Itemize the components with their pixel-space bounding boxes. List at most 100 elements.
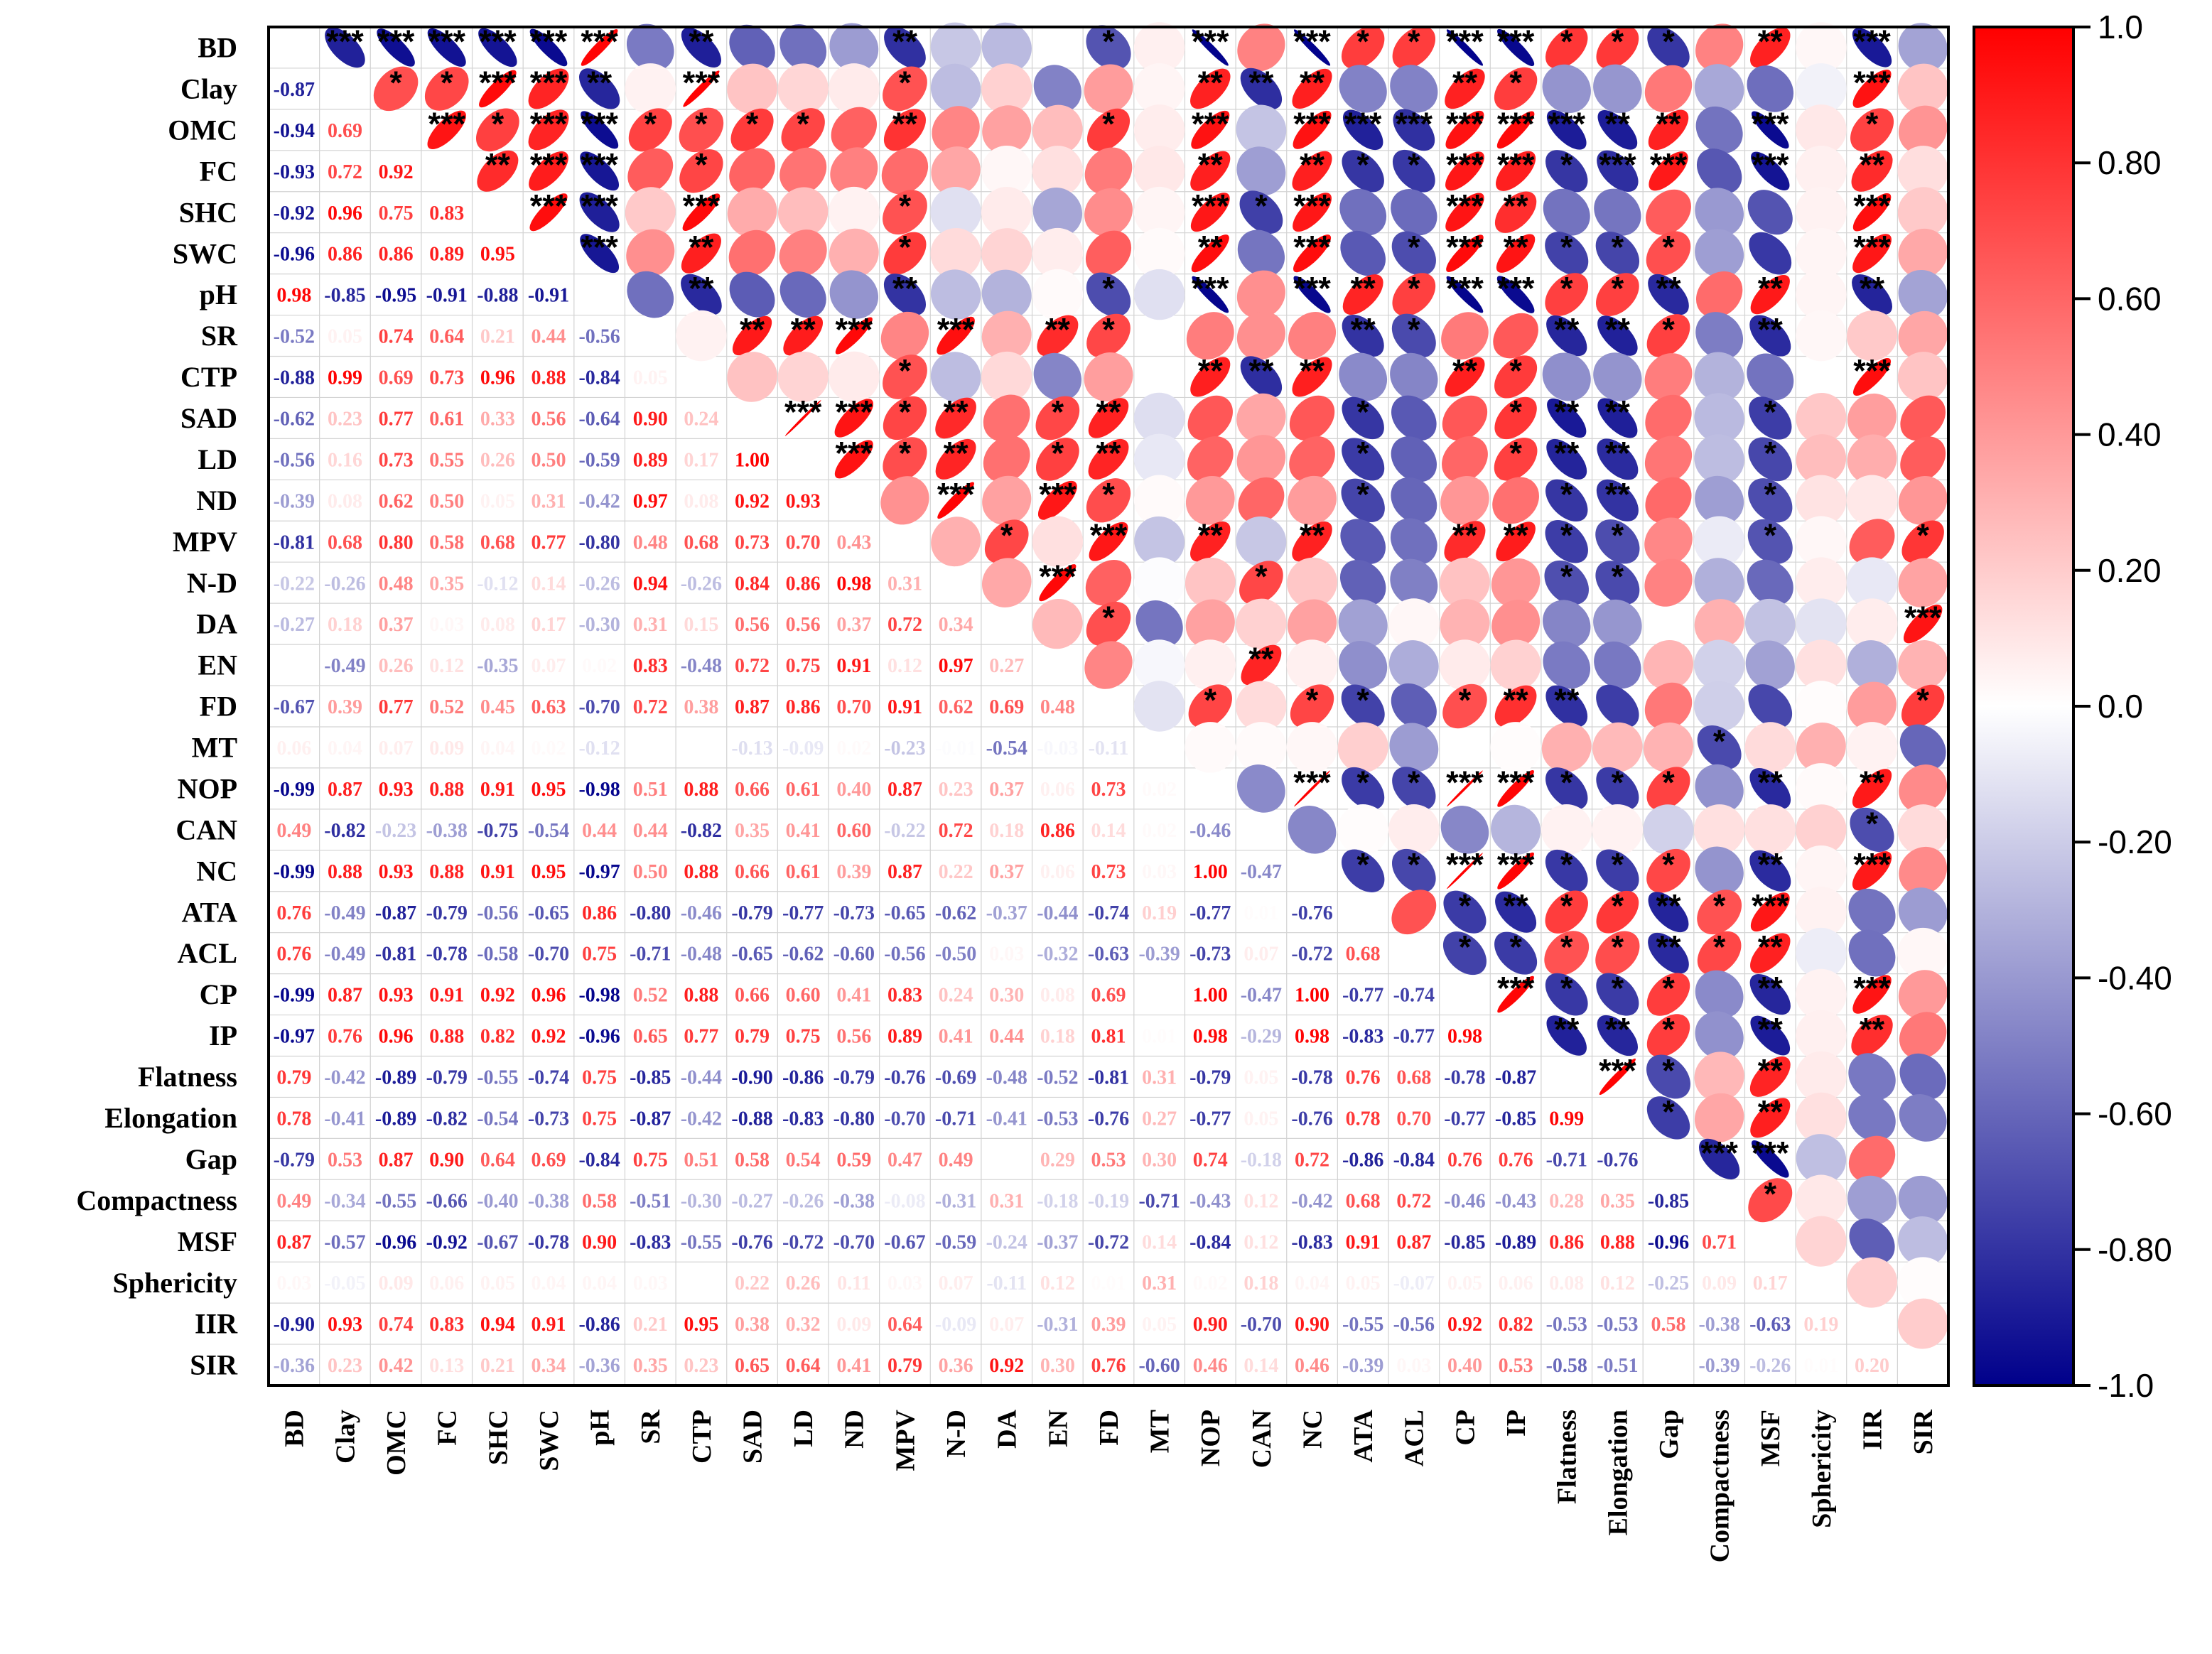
correlation-value: -0.55	[1342, 1314, 1383, 1336]
correlation-ellipse	[1292, 68, 1332, 109]
correlation-ellipse	[983, 436, 1030, 483]
correlation-ellipse	[1796, 927, 1847, 979]
correlation-ellipse	[1643, 722, 1694, 772]
significance-marker: ***	[1752, 106, 1789, 142]
correlation-value: 1.00	[1295, 985, 1329, 1007]
correlation-ellipse	[1444, 521, 1486, 563]
correlation-value: -0.60	[1138, 1355, 1180, 1377]
correlation-value: 0.68	[1346, 944, 1381, 966]
correlation-value: -0.19	[1088, 1190, 1129, 1212]
correlation-value: -0.53	[1546, 1314, 1587, 1336]
correlation-ellipse	[1133, 433, 1185, 485]
correlation-ellipse	[1646, 767, 1690, 811]
column-label: pH	[586, 1410, 615, 1446]
correlation-ellipse	[1086, 25, 1131, 70]
correlation-ellipse	[1089, 521, 1128, 561]
significance-marker: ***	[1752, 888, 1789, 924]
correlation-value: 0.23	[328, 1355, 362, 1377]
correlation-value: 0.46	[1295, 1355, 1329, 1377]
correlation-ellipse	[1898, 310, 1948, 361]
correlation-ellipse	[1694, 434, 1744, 485]
correlation-value: -0.60	[833, 944, 875, 966]
significance-marker: *	[1102, 23, 1115, 60]
correlation-ellipse	[1133, 639, 1185, 691]
correlation-value: -0.72	[1088, 1231, 1129, 1253]
correlation-value: -0.72	[1291, 944, 1332, 966]
column-label: Sphericity	[1807, 1410, 1837, 1528]
correlation-ellipse	[1695, 475, 1744, 525]
correlation-value: 0.91	[480, 779, 515, 801]
correlation-value: -0.22	[884, 820, 925, 842]
correlation-value: 0.34	[532, 1355, 566, 1377]
correlation-value: -0.77	[1189, 1108, 1231, 1130]
correlation-value: 0.41	[939, 1026, 973, 1048]
correlation-ellipse	[1694, 639, 1745, 691]
correlation-value: 0.75	[582, 1067, 617, 1089]
column-label: Compactness	[1705, 1410, 1735, 1562]
correlation-value: 0.94	[480, 1314, 515, 1336]
row-label: IP	[209, 1020, 237, 1052]
correlation-ellipse	[1135, 600, 1183, 648]
correlation-value: -0.89	[375, 1108, 416, 1130]
correlation-ellipse	[1238, 477, 1285, 524]
correlation-ellipse	[1032, 104, 1083, 156]
row-label: MT	[192, 732, 238, 764]
correlation-value: -0.84	[1393, 1149, 1435, 1171]
correlation-value: 0.12	[1243, 1190, 1278, 1212]
correlation-value: 0.06	[1040, 861, 1075, 883]
correlation-value: -0.41	[986, 1108, 1027, 1130]
correlation-value: 0.37	[989, 861, 1024, 883]
significance-marker: **	[1656, 271, 1681, 307]
correlation-ellipse	[1491, 600, 1541, 649]
correlation-ellipse	[1497, 852, 1534, 890]
significance-marker: *	[1459, 888, 1472, 924]
correlation-ellipse	[727, 352, 777, 402]
correlation-ellipse	[1545, 479, 1588, 522]
correlation-ellipse	[1796, 63, 1847, 114]
correlation-value: 0.01	[1243, 902, 1278, 924]
correlation-value: 0.46	[1193, 1355, 1228, 1377]
correlation-ellipse	[1133, 186, 1185, 238]
correlation-ellipse	[1897, 352, 1948, 402]
correlation-value: -0.55	[681, 1231, 722, 1253]
correlation-value: -0.26	[782, 1190, 824, 1212]
correlation-value: -0.85	[630, 1067, 671, 1089]
correlation-ellipse	[1236, 516, 1287, 567]
correlation-ellipse	[1649, 151, 1688, 191]
correlation-ellipse	[373, 66, 419, 112]
correlation-value: 0.18	[328, 614, 362, 636]
correlation-value: 0.37	[836, 614, 871, 636]
colorbar-tick-label: 0.60	[2098, 280, 2162, 317]
significance-marker: ***	[1192, 23, 1229, 60]
correlation-value: -0.26	[1749, 1355, 1791, 1377]
significance-marker: *	[1662, 764, 1675, 801]
correlation-value: -0.42	[324, 1067, 365, 1089]
row-label: FD	[200, 691, 237, 723]
correlation-ellipse	[1545, 890, 1588, 934]
correlation-value: 0.49	[276, 1190, 311, 1212]
colorbar-tick-label: 1.0	[2098, 9, 2143, 45]
correlation-value: 0.08	[480, 614, 515, 636]
correlation-value: -0.42	[1291, 1190, 1332, 1212]
row-label: CP	[200, 978, 237, 1010]
significance-marker: **	[1860, 1011, 1885, 1047]
correlation-value: -0.59	[578, 449, 620, 471]
correlation-ellipse	[1037, 315, 1079, 357]
correlation-value: 0.80	[379, 531, 414, 553]
correlation-ellipse	[679, 107, 724, 153]
correlation-value: 0.95	[532, 779, 566, 801]
correlation-value: 0.44	[633, 820, 668, 842]
correlation-ellipse	[1293, 193, 1332, 232]
correlation-ellipse	[1644, 558, 1693, 607]
column-label: SIR	[1909, 1409, 1938, 1454]
correlation-ellipse	[834, 440, 873, 479]
correlation-ellipse	[1848, 1053, 1896, 1101]
correlation-ellipse	[1852, 769, 1892, 809]
correlation-value: 0.96	[328, 202, 362, 225]
correlation-value: -0.39	[1138, 944, 1180, 966]
correlation-ellipse	[1644, 65, 1693, 113]
correlation-value: -0.72	[782, 1231, 824, 1253]
correlation-value: -0.46	[1189, 820, 1231, 842]
correlation-value: -0.92	[274, 202, 315, 225]
correlation-value: 0.53	[1091, 1149, 1126, 1171]
